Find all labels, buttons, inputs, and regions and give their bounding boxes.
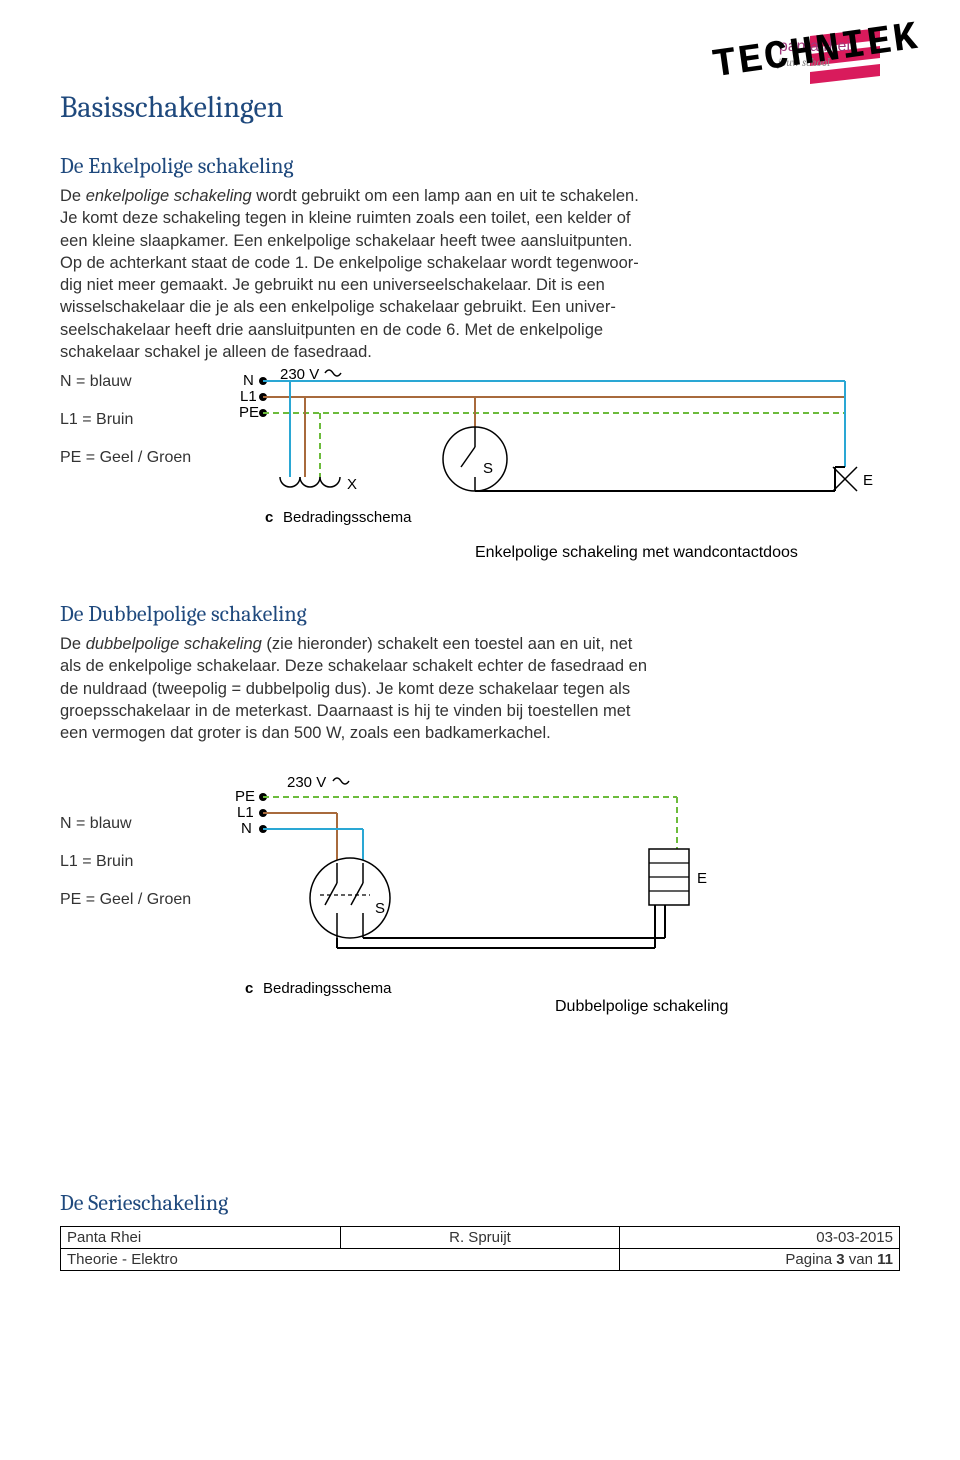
footer-cell: Pagina 3 van 11: [620, 1249, 900, 1271]
page-number: 3: [836, 1251, 844, 1268]
label-s: S: [483, 460, 493, 477]
page: panta rhei jouw school TECHNIEK Basissch…: [0, 0, 960, 1291]
text: De: [60, 635, 86, 653]
text: seelschakelaar heeft drie aansluitpunten…: [60, 321, 603, 339]
text: Pagina: [785, 1251, 836, 1268]
text: groepsschakelaar in de meterkast. Daarna…: [60, 702, 630, 720]
label-pe: PE: [235, 788, 255, 805]
dubbelpolige-diagram: PE L1 N 230 V: [225, 773, 785, 1018]
footer-cell: Theorie - Elektro: [61, 1249, 620, 1271]
text: dig niet meer gemaakt. Je gebruikt nu ee…: [60, 276, 605, 294]
text: Op de achterkant staat de code 1. De enk…: [60, 254, 639, 272]
label-n: N: [243, 372, 254, 389]
text: een kleine slaapkamer. Een enkelpolige s…: [60, 232, 632, 250]
text: van: [845, 1251, 878, 1268]
section1-paragraph: De enkelpolige schakeling wordt gebruikt…: [60, 185, 900, 363]
legend-n: N = blauw: [60, 815, 225, 833]
caption-left: Bedradingsschema: [283, 509, 412, 526]
caption-right: Dubbelpolige schakeling: [555, 998, 728, 1015]
text: wordt gebruikt om een lamp aan en uit te…: [252, 187, 639, 205]
section1-row: N = blauw L1 = Bruin PE = Geel / Groen N…: [60, 367, 900, 571]
text: wisselschakelaar die je als een enkelpol…: [60, 298, 616, 316]
text: als de enkelpolige schakelaar. Deze scha…: [60, 657, 647, 675]
text: Je komt deze schakeling tegen in kleine …: [60, 209, 631, 227]
label-c: c: [245, 980, 253, 997]
text-italic: dubbelpolige schakeling: [86, 635, 262, 653]
footer-cell: 03-03-2015: [620, 1227, 900, 1249]
text: een vermogen dat groter is dan 500 W, zo…: [60, 724, 551, 742]
enkelpolige-diagram: N L1 PE 230 V: [225, 367, 875, 567]
label-c: c: [265, 509, 273, 526]
text: schakelaar schakel je alleen de fasedraa…: [60, 343, 372, 361]
logo-area: panta rhei jouw school TECHNIEK: [640, 10, 920, 100]
section2-heading: De Dubbelpolige schakeling: [60, 601, 900, 627]
section1-heading: De Enkelpolige schakeling: [60, 153, 900, 179]
label-l1: L1: [240, 388, 257, 405]
label-l1: L1: [237, 804, 254, 821]
page-total: 11: [877, 1251, 893, 1268]
label-n: N: [241, 820, 252, 837]
legend-pe: PE = Geel / Groen: [60, 891, 225, 909]
footer-cell: R. Spruijt: [340, 1227, 620, 1249]
footer-cell: Panta Rhei: [61, 1227, 341, 1249]
footer-table: Panta Rhei R. Spruijt 03-03-2015 Theorie…: [60, 1226, 900, 1271]
legend-pe: PE = Geel / Groen: [60, 449, 225, 467]
label-e: E: [697, 870, 707, 887]
section2-row: N = blauw L1 = Bruin PE = Geel / Groen P…: [60, 773, 900, 1022]
caption-right: Enkelpolige schakeling met wandcontactdo…: [475, 544, 798, 561]
label-s: S: [375, 900, 385, 917]
caption-left: Bedradingsschema: [263, 980, 392, 997]
label-voltage: 230 V: [287, 774, 326, 791]
lamp-icon: [833, 467, 857, 491]
text: de nuldraad (tweepolig = dubbelpolig dus…: [60, 680, 630, 698]
text: De: [60, 187, 86, 205]
label-pe: PE: [239, 404, 259, 421]
legend-n: N = blauw: [60, 373, 225, 391]
section3-heading: De Serieschakeling: [60, 1190, 900, 1216]
section2-paragraph: De dubbelpolige schakeling (zie hieronde…: [60, 633, 900, 744]
label-e: E: [863, 472, 873, 489]
legend-l1: L1 = Bruin: [60, 411, 225, 429]
text-italic: enkelpolige schakeling: [86, 187, 252, 205]
text: (zie hieronder) schakelt een toestel aan…: [262, 635, 633, 653]
legend-l1: L1 = Bruin: [60, 853, 225, 871]
label-x: X: [347, 476, 357, 493]
